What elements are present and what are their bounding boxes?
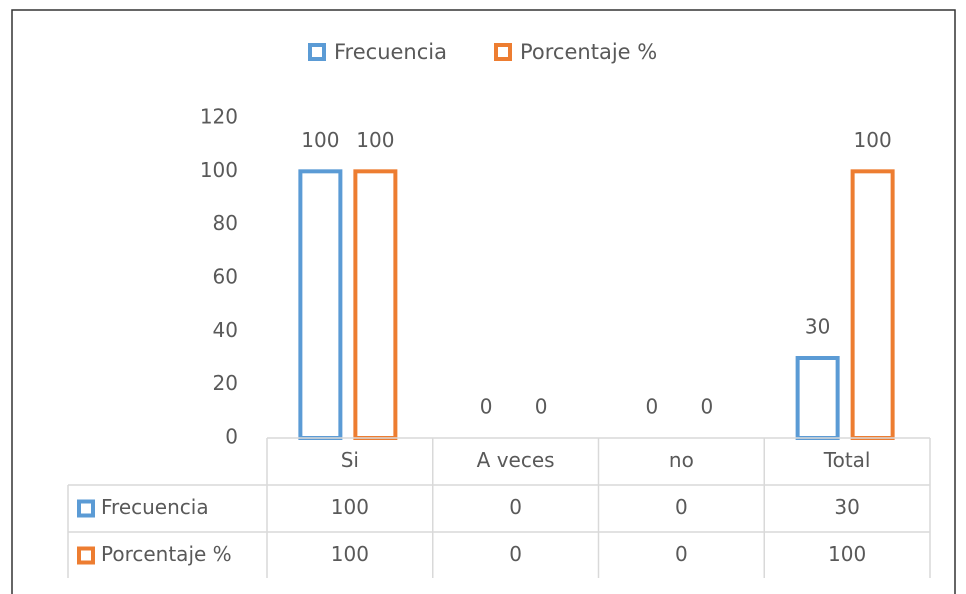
data-label: 0: [480, 395, 493, 419]
table-row-label: Frecuencia: [101, 495, 209, 519]
data-label: 100: [854, 128, 892, 152]
legend-label: Frecuencia: [334, 40, 447, 64]
chart-border: [11, 9, 956, 594]
data-label: 30: [805, 315, 830, 339]
legend-label: Porcentaje %: [520, 40, 657, 64]
table-row-label: Porcentaje %: [101, 542, 232, 566]
bar: [850, 169, 895, 440]
y-tick-label: 80: [213, 211, 238, 235]
bar: [298, 169, 343, 440]
table-cell: 0: [675, 542, 688, 566]
table-legend-swatch: [77, 546, 95, 565]
data-label: 100: [301, 128, 339, 152]
y-tick-label: 40: [213, 318, 238, 342]
y-tick-label: 120: [200, 105, 238, 129]
table-cell: 100: [331, 495, 369, 519]
data-label: 0: [535, 395, 548, 419]
y-tick-label: 20: [213, 371, 238, 395]
y-tick-label: 100: [200, 158, 238, 182]
table-legend-swatch: [77, 499, 95, 518]
x-tick-label: A veces: [477, 448, 555, 472]
bar: [353, 169, 398, 440]
table-cell: 0: [509, 542, 522, 566]
data-label: 0: [701, 395, 714, 419]
bar: [795, 356, 840, 440]
table-cell: 0: [675, 495, 688, 519]
y-tick-label: 0: [225, 425, 238, 449]
table-cell: 100: [828, 542, 866, 566]
legend-swatch: [308, 43, 326, 61]
legend-swatch: [494, 43, 512, 61]
x-tick-label: no: [669, 448, 694, 472]
table-cell: 100: [331, 542, 369, 566]
table-cell: 0: [509, 495, 522, 519]
data-label: 0: [646, 395, 659, 419]
table-cell: 30: [834, 495, 859, 519]
x-tick-label: Total: [823, 448, 871, 472]
x-tick-label: Si: [341, 448, 359, 472]
data-label: 100: [356, 128, 394, 152]
y-tick-label: 60: [213, 265, 238, 289]
